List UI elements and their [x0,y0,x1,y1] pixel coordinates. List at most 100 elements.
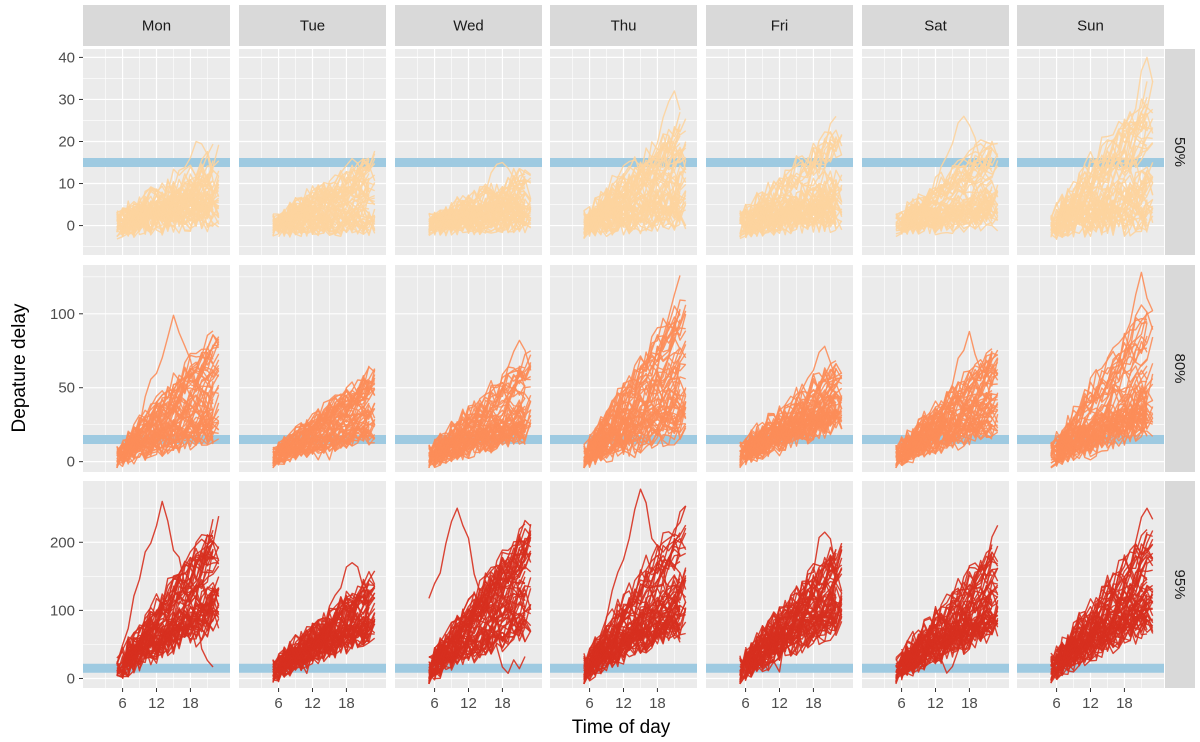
series-line [900,614,999,674]
series-line [583,187,687,232]
column-strip-label: Wed [453,18,484,35]
x-tick-label: 18 [494,695,511,712]
series-line [744,608,843,673]
series-line [1055,347,1148,455]
series-line [428,550,526,671]
y-tick-label: 40 [58,49,75,66]
series-line [1055,310,1154,448]
panel-80pct-sun [1017,265,1164,472]
series-line [1056,206,1148,238]
series-line [433,366,532,457]
column-strip-tue [239,5,386,46]
column-strip-label: Sat [924,18,947,35]
series-line [116,341,220,468]
series-line [588,407,681,467]
y-tick-label: 200 [50,534,75,551]
series-line [589,420,681,463]
series-line [122,205,214,239]
series-line [588,619,681,676]
column-strip-mon [83,5,230,46]
series-line [900,203,999,232]
row-strip-label: 50% [1171,137,1188,167]
series-line [278,368,376,455]
x-tick-label: 6 [430,695,438,712]
series-line [1050,530,1154,668]
x-tick-label: 18 [805,695,822,712]
series-line [1055,201,1148,235]
y-tick-label: 0 [67,670,75,687]
series-line [116,201,220,236]
panel-50pct-mon [83,49,230,255]
axes-layer: 0 10 20 30 40 0 50 100 0 100 200 6 12 18 6 12 18 6 12 18 6 12… [50,49,1133,712]
series-line [739,138,837,223]
series-line [589,363,687,455]
series-line [122,336,220,453]
series-line [116,554,219,665]
series-line [116,621,214,678]
series-line [1050,393,1148,463]
series-line [583,305,681,466]
y-tick-label: 0 [67,218,75,235]
panels-layer [83,49,1164,688]
series-line [745,573,837,661]
series-line [1050,552,1154,684]
series-line [116,421,219,464]
series-line [900,200,999,231]
panel-50pct-wed [395,49,542,255]
series-line [434,207,531,232]
series-line [1050,607,1154,668]
series-line [901,142,993,221]
series-line [895,564,993,675]
panel-95pct-tue [239,481,386,688]
series-line [272,385,376,465]
series-line [428,507,526,674]
series-line [1050,619,1148,678]
series-line [116,371,220,466]
row-strip [1165,481,1195,688]
y-tick-label: 50 [58,380,75,397]
x-tick-label: 18 [649,695,666,712]
series-line [739,408,843,448]
series-line [434,197,526,229]
series-line [588,133,681,219]
series-line [739,129,843,222]
series-line [900,139,993,230]
series-line [116,518,214,672]
series-line [433,607,532,671]
series-line [121,551,214,675]
x-tick-label: 12 [615,695,632,712]
series-line [745,199,837,237]
series-line [900,567,999,671]
column-strip-label: Thu [611,18,637,35]
y-tick-label: 20 [58,133,75,150]
panel-50pct-sun [1017,49,1164,255]
series-line [116,607,214,679]
series-line [744,605,842,677]
x-axis-title: Time of day [572,717,671,738]
series-line [272,210,375,236]
series-line [433,603,532,677]
x-tick-label: 6 [1052,695,1060,712]
panel-80pct-sat [862,265,1009,472]
series-line [583,112,681,222]
series-line [900,397,993,462]
y-tick-label: 10 [58,176,75,193]
series-line [895,356,993,460]
series-line [739,193,837,237]
series-line [434,362,532,450]
column-strip-label: Tue [300,18,325,35]
series-line [122,581,220,664]
series-line [895,368,999,469]
series-line [900,153,993,232]
panel-95pct-sat [862,481,1009,688]
row-strip-label: 95% [1171,569,1188,599]
column-strip-label: Fri [771,18,789,35]
series-line [272,203,370,227]
series-line [1056,325,1154,443]
series-line [116,404,214,461]
series-line [895,426,993,469]
y-tick-label: 0 [67,454,75,471]
panel-50pct-fri [706,49,853,255]
column-strip-thu [550,5,697,46]
